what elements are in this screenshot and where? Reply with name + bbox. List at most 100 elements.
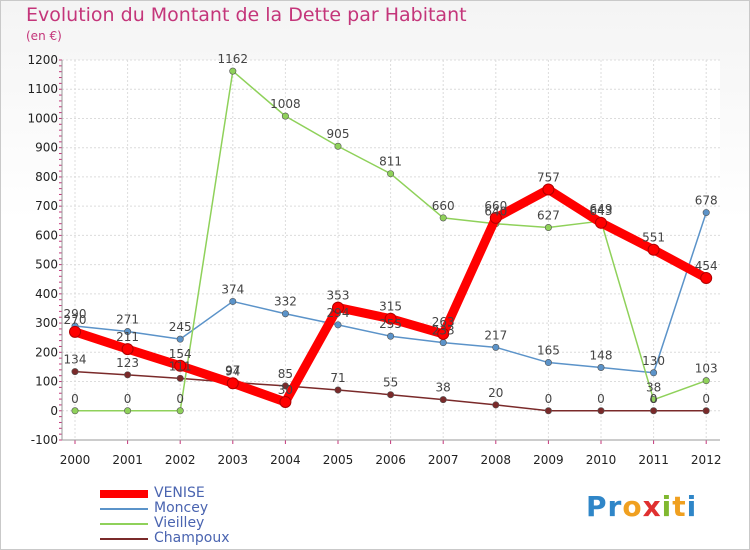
data-point-moncey	[229, 297, 237, 305]
y-tick-label: 1200	[27, 53, 58, 67]
data-point-moncey	[597, 364, 605, 372]
x-tick-label: 2006	[375, 453, 406, 467]
chart-subtitle: (en €)	[26, 29, 62, 43]
data-point-venise	[69, 325, 81, 338]
logo-letter: P	[586, 490, 608, 523]
x-tick-label: 2010	[586, 453, 617, 467]
data-label-moncey: 294	[327, 306, 350, 320]
data-label-moncey: 332	[274, 295, 297, 309]
data-point-moncey	[702, 209, 710, 217]
data-label-moncey: 233	[432, 324, 455, 338]
data-point-champoux	[387, 391, 395, 399]
legend-item-vieilley: Vieilley	[100, 516, 229, 531]
y-tick-label: 500	[35, 258, 58, 272]
x-tick-label: 2009	[533, 453, 564, 467]
legend-item-venise: VENISE	[100, 486, 229, 501]
data-label-champoux: 71	[330, 371, 345, 385]
data-point-moncey	[439, 339, 447, 347]
data-label-venise: 211	[116, 330, 139, 344]
data-point-champoux	[439, 396, 447, 404]
data-label-moncey: 374	[221, 282, 244, 296]
data-label-venise: 94	[225, 364, 240, 378]
data-label-moncey: 290	[64, 307, 87, 321]
data-point-venise	[595, 216, 607, 229]
x-tick-label: 2012	[691, 453, 722, 467]
data-point-moncey	[334, 321, 342, 329]
y-tick-label: 600	[35, 228, 58, 242]
data-label-moncey: 255	[379, 317, 402, 331]
data-label-champoux: 0	[650, 392, 658, 406]
data-point-vieilley	[71, 407, 79, 415]
data-label-champoux: 20	[488, 386, 503, 400]
data-point-champoux	[597, 407, 605, 415]
y-tick-label: 300	[35, 316, 58, 330]
y-tick-label: 100	[35, 375, 58, 389]
data-label-vieilley: 38	[646, 381, 661, 395]
data-label-vieilley: 0	[124, 392, 132, 406]
data-point-moncey	[281, 310, 289, 318]
data-label-moncey: 678	[695, 194, 718, 208]
y-tick-label: 700	[35, 199, 58, 213]
legend-item-moncey: Moncey	[100, 501, 229, 516]
x-tick-label: 2008	[481, 453, 512, 467]
data-point-vieilley	[650, 396, 658, 404]
legend-label: Vieilley	[154, 515, 205, 531]
data-label-moncey: 271	[116, 313, 139, 327]
data-point-champoux	[281, 382, 289, 390]
data-point-champoux	[124, 371, 132, 379]
data-label-venise: 154	[169, 347, 192, 361]
legend-swatch	[100, 507, 148, 510]
data-label-venise: 315	[379, 300, 402, 314]
x-tick-label: 2002	[165, 453, 196, 467]
data-label-venise: 270	[64, 313, 87, 327]
data-label-vieilley: 0	[71, 392, 79, 406]
legend-label: VENISE	[154, 485, 205, 501]
data-label-venise: 30	[278, 383, 293, 397]
legend-swatch	[100, 522, 148, 525]
data-point-venise	[542, 183, 555, 196]
logo-letter: t	[672, 490, 687, 523]
data-point-venise	[174, 359, 187, 372]
chart-legend: VENISE Moncey Vieilley Champoux	[100, 486, 229, 546]
x-tick-label: 2007	[428, 453, 459, 467]
data-point-venise	[226, 377, 239, 390]
data-point-champoux	[176, 374, 184, 382]
data-point-vieilley	[544, 223, 552, 231]
data-point-vieilley	[387, 170, 395, 178]
data-point-champoux	[702, 407, 710, 415]
data-label-venise: 551	[642, 231, 665, 245]
data-point-venise	[384, 312, 397, 325]
data-point-champoux	[334, 386, 342, 394]
data-point-venise	[279, 396, 292, 408]
logo-letter: o	[622, 490, 643, 523]
data-label-moncey: 245	[169, 320, 192, 334]
data-point-venise	[437, 327, 450, 340]
data-point-moncey	[650, 369, 658, 377]
data-label-vieilley: 0	[176, 392, 184, 406]
data-label-vieilley: 640	[484, 205, 507, 219]
logo-letter: x	[642, 490, 662, 523]
data-label-vieilley: 1008	[270, 97, 301, 111]
data-point-vieilley	[281, 112, 289, 120]
data-label-vieilley: 627	[537, 208, 560, 222]
y-tick-label: 400	[35, 287, 58, 301]
data-point-vieilley	[702, 377, 710, 385]
data-label-champoux: 134	[64, 353, 87, 367]
x-tick-label: 2001	[112, 453, 143, 467]
data-label-venise: 643	[590, 204, 613, 218]
data-label-moncey: 148	[590, 349, 613, 363]
y-tick-label: 1000	[27, 111, 58, 125]
data-point-champoux	[650, 407, 658, 415]
x-tick-label: 2000	[60, 453, 91, 467]
data-label-moncey: 130	[642, 354, 665, 368]
data-label-champoux: 111	[169, 359, 192, 373]
data-label-venise: 353	[327, 289, 350, 303]
data-point-vieilley	[176, 407, 184, 415]
proxiti-logo: Proxiti	[586, 490, 697, 523]
data-label-venise: 263	[432, 315, 455, 329]
data-point-champoux	[544, 407, 552, 415]
data-label-moncey: 165	[537, 344, 560, 358]
data-label-champoux: 85	[278, 367, 293, 381]
data-label-champoux: 38	[436, 381, 451, 395]
